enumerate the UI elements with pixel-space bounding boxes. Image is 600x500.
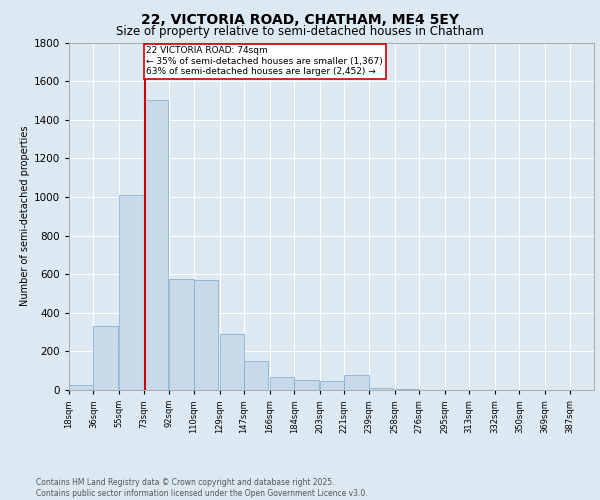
Bar [320, 382, 344, 390]
Bar [119, 195, 143, 390]
Bar [369, 388, 393, 390]
Bar [220, 334, 244, 390]
Bar [344, 374, 369, 390]
Bar [69, 385, 94, 390]
Bar [143, 100, 168, 390]
Bar [94, 326, 118, 390]
Text: 22 VICTORIA ROAD: 74sqm
← 35% of semi-detached houses are smaller (1,367)
63% of: 22 VICTORIA ROAD: 74sqm ← 35% of semi-de… [146, 46, 383, 76]
Bar [244, 361, 268, 390]
Text: 22, VICTORIA ROAD, CHATHAM, ME4 5EY: 22, VICTORIA ROAD, CHATHAM, ME4 5EY [141, 12, 459, 26]
Bar [294, 380, 319, 390]
Bar [194, 280, 218, 390]
Bar [270, 378, 294, 390]
Y-axis label: Number of semi-detached properties: Number of semi-detached properties [20, 126, 29, 306]
Text: Contains HM Land Registry data © Crown copyright and database right 2025.
Contai: Contains HM Land Registry data © Crown c… [36, 478, 368, 498]
Text: Size of property relative to semi-detached houses in Chatham: Size of property relative to semi-detach… [116, 25, 484, 38]
Bar [169, 279, 194, 390]
